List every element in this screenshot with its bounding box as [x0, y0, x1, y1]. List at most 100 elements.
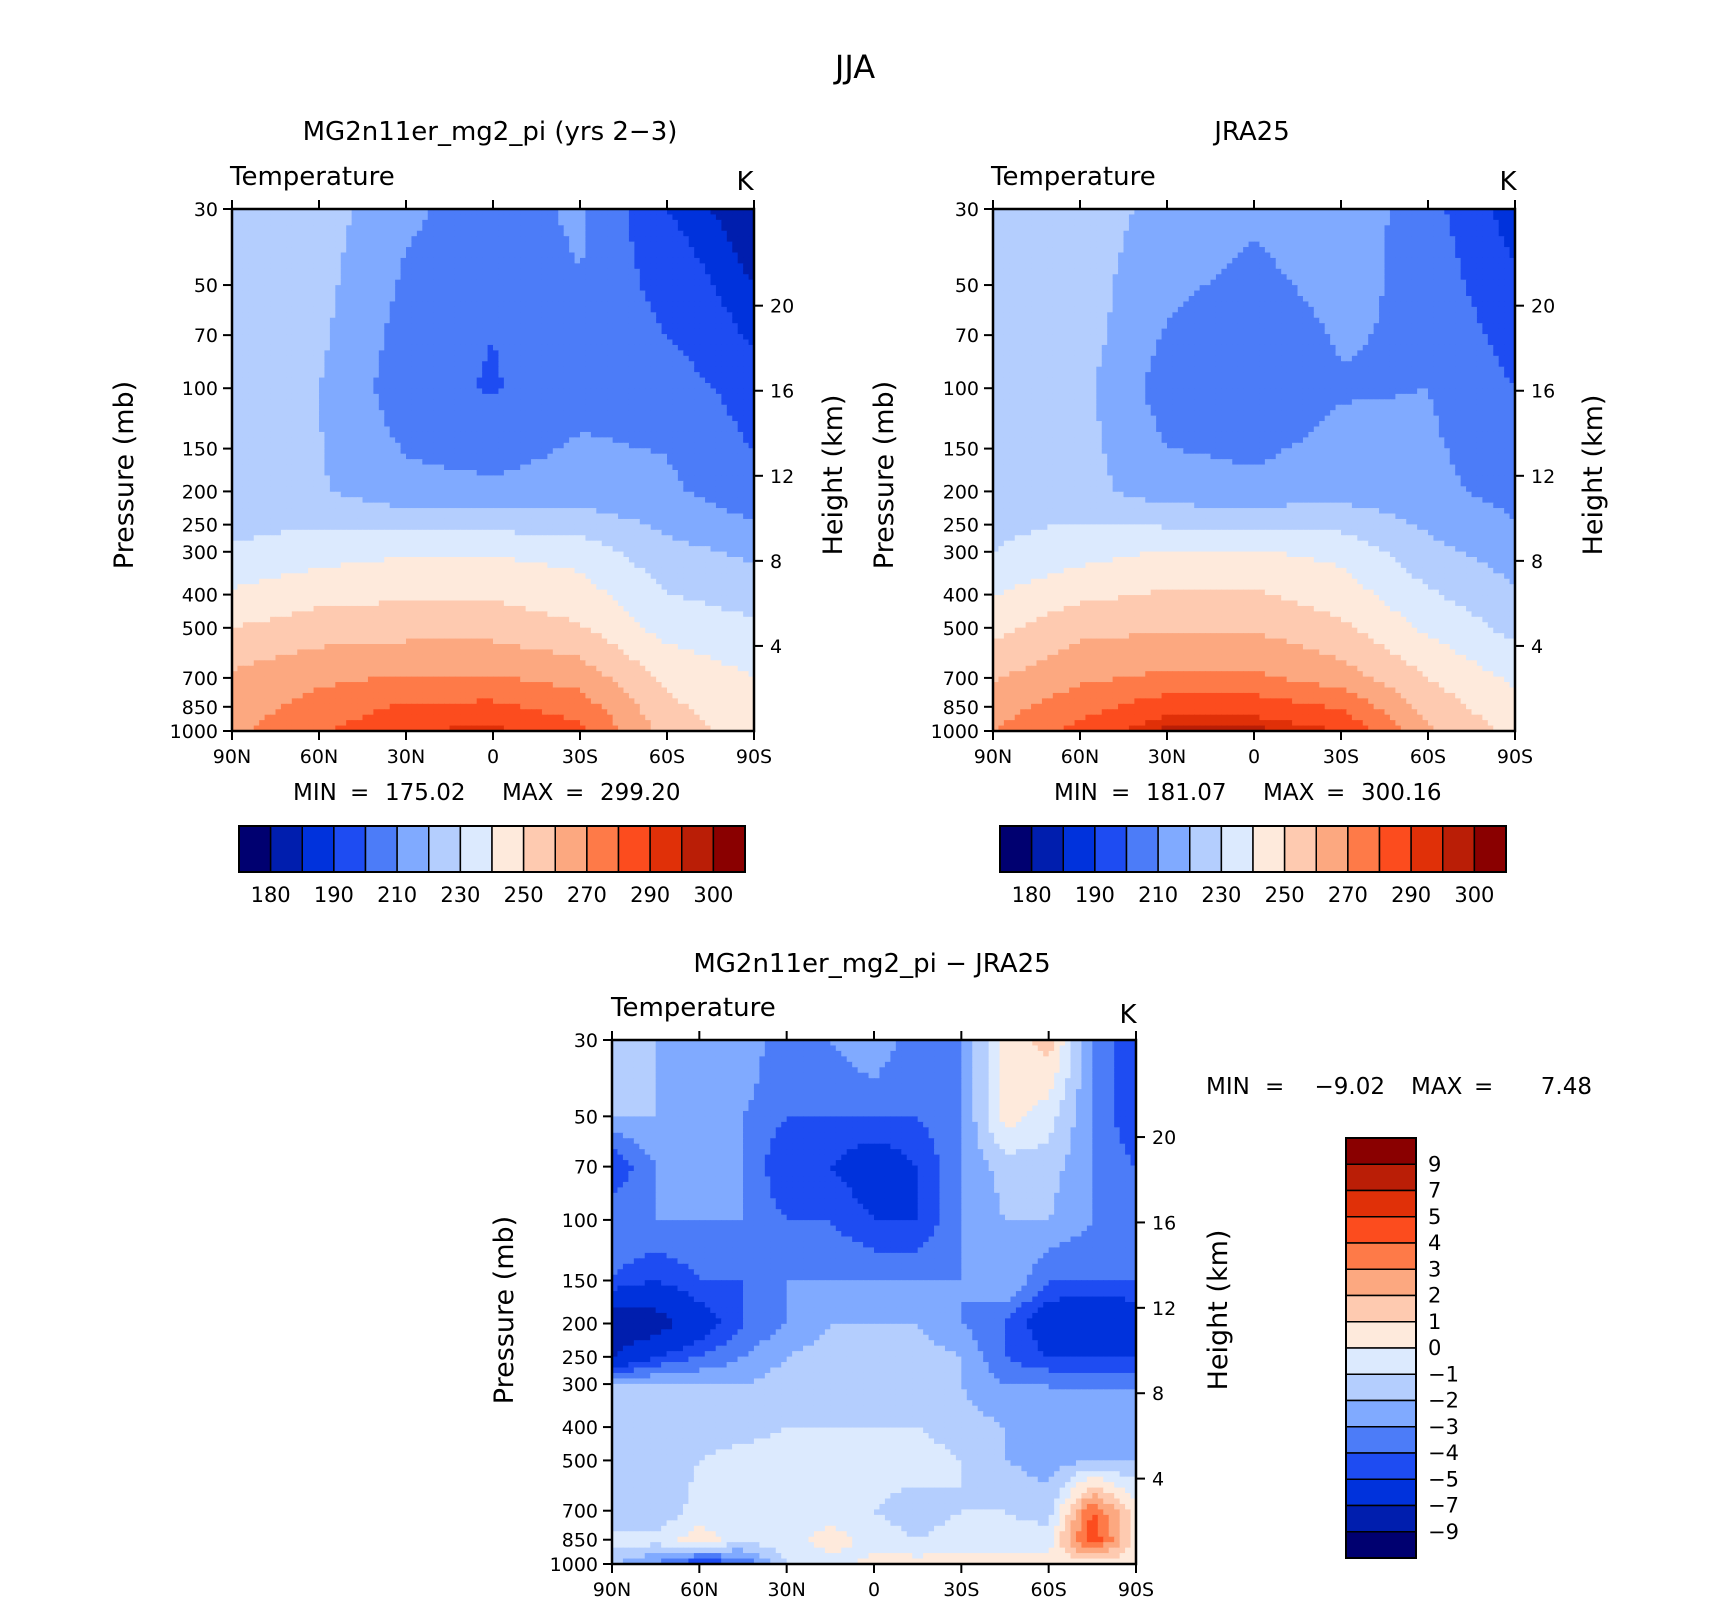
- contour-cell: [498, 480, 505, 487]
- contour-cell: [367, 328, 374, 335]
- contour-cell: [340, 247, 347, 254]
- contour-cell: [585, 475, 592, 482]
- contour-cell: [498, 339, 505, 346]
- contour-cell: [623, 301, 630, 308]
- contour-cell: [726, 247, 733, 254]
- contour-cell: [563, 209, 570, 216]
- contour-cell: [661, 421, 668, 428]
- contour-cell: [574, 263, 581, 270]
- contour-cell: [264, 219, 271, 226]
- contour-cell: [726, 453, 733, 460]
- contour-cell: [248, 328, 255, 335]
- contour-cell: [357, 344, 364, 351]
- contour-cell: [373, 480, 380, 487]
- contour-cell: [503, 486, 510, 493]
- contour-cell: [677, 209, 684, 216]
- contour-cell: [726, 459, 733, 466]
- contour-cell: [607, 393, 614, 400]
- contour-cell: [454, 301, 461, 308]
- contour-cell: [623, 399, 630, 406]
- contour-cell: [411, 355, 418, 362]
- contour-cell: [362, 355, 369, 362]
- contour-cell: [373, 328, 380, 335]
- contour-cell: [351, 263, 358, 270]
- contour-cell: [552, 290, 559, 297]
- contour-cell: [313, 219, 320, 226]
- contour-cell: [536, 209, 543, 216]
- contour-cell: [590, 426, 597, 433]
- contour-cell: [520, 480, 527, 487]
- contour-cell: [596, 274, 603, 281]
- contour-cell: [280, 290, 287, 297]
- contour-cell: [694, 225, 701, 232]
- contour-cell: [280, 388, 287, 395]
- contour-cell: [743, 437, 750, 444]
- contour-cell: [427, 257, 434, 264]
- contour-cell: [672, 415, 679, 422]
- contour-cell: [520, 209, 527, 216]
- contour-cell: [541, 459, 548, 466]
- contour-cell: [536, 344, 543, 351]
- contour-cell: [242, 285, 249, 292]
- contour-cell: [737, 323, 744, 330]
- contour-cell: [536, 257, 543, 264]
- contour-cell: [449, 285, 456, 292]
- contour-cell: [373, 453, 380, 460]
- contour-cell: [574, 312, 581, 319]
- contour-cell: [536, 301, 543, 308]
- contour-cell: [596, 290, 603, 297]
- contour-cell: [748, 268, 754, 275]
- contour-cell: [645, 480, 652, 487]
- contour-cell: [667, 279, 674, 286]
- contour-cell: [362, 437, 369, 444]
- contour-cell: [623, 296, 630, 303]
- contour-cell: [237, 274, 244, 281]
- contour-cell: [253, 279, 260, 286]
- contour-cell: [585, 361, 592, 368]
- contour-cell: [313, 236, 320, 243]
- contour-cell: [580, 393, 587, 400]
- contour-cell: [242, 225, 249, 232]
- contour-cell: [346, 312, 353, 319]
- contour-cell: [411, 442, 418, 449]
- contour-cell: [509, 442, 516, 449]
- contour-cell: [433, 442, 440, 449]
- contour-cell: [590, 383, 597, 390]
- contour-cell: [667, 317, 674, 324]
- contour-cell: [465, 301, 472, 308]
- contour-cell: [297, 323, 304, 330]
- contour-cell: [487, 475, 494, 482]
- contour-cell: [547, 344, 554, 351]
- contour-cell: [590, 274, 597, 281]
- contour-cell: [623, 404, 630, 411]
- contour-cell: [710, 480, 717, 487]
- contour-cell: [607, 383, 614, 390]
- contour-cell: [628, 285, 635, 292]
- contour-cell: [634, 290, 641, 297]
- contour-cell: [699, 225, 706, 232]
- contour-cell: [667, 421, 674, 428]
- contour-cell: [406, 312, 413, 319]
- contour-cell: [357, 306, 364, 313]
- contour-cell: [389, 470, 396, 477]
- contour-cell: [585, 230, 592, 237]
- contour-cell: [618, 214, 625, 221]
- contour-cell: [460, 388, 467, 395]
- contour-cell: [319, 290, 326, 297]
- contour-cell: [612, 415, 619, 422]
- contour-cell: [607, 480, 614, 487]
- contour-cell: [514, 285, 521, 292]
- contour-cell: [275, 399, 282, 406]
- contour-cell: [607, 361, 614, 368]
- contour-cell: [558, 328, 565, 335]
- contour-cell: [639, 459, 646, 466]
- contour-cell: [715, 334, 722, 341]
- contour-cell: [639, 366, 646, 373]
- contour-cell: [465, 415, 472, 422]
- contour-cell: [357, 274, 364, 281]
- contour-cell: [422, 219, 429, 226]
- contour-cell: [683, 279, 690, 286]
- contour-cell: [498, 279, 505, 286]
- contour-cell: [340, 383, 347, 390]
- contour-cell: [596, 230, 603, 237]
